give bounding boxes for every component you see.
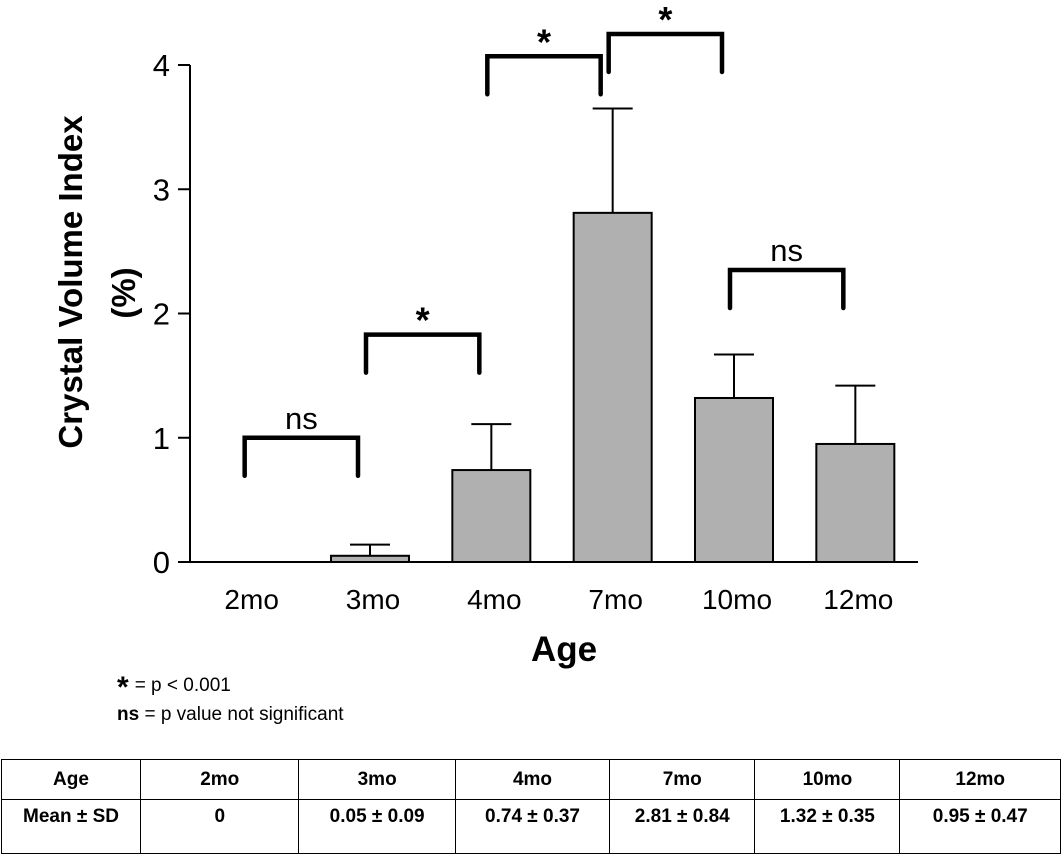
table-header-cell: Age <box>0 759 142 800</box>
significance-bracket <box>363 332 482 375</box>
x-tick-label: 7mo <box>588 584 642 615</box>
x-tick-label: 4mo <box>467 584 521 615</box>
bar <box>451 469 532 563</box>
legend-ns-text: = p value not significant <box>139 704 344 725</box>
significance-label: * <box>537 21 551 62</box>
legend-ns-symbol: ns <box>117 704 140 725</box>
legend-star-symbol: * <box>117 671 129 704</box>
table-row: Mean ± SD 0 0.05 ± 0.09 0.74 ± 0.37 2.81… <box>0 799 1061 854</box>
y-tick-label: 1 <box>153 421 170 456</box>
table-header-cell: 2mo <box>140 759 300 800</box>
table-cell: 0 <box>140 799 300 854</box>
y-tick-label: 2 <box>153 297 170 332</box>
table-cell: 1.32 ± 0.35 <box>754 799 901 854</box>
significance-label: ns <box>285 401 318 436</box>
y-tick-label: 4 <box>153 48 170 83</box>
y-axis-label-line-1: Crystal Volume Index <box>52 115 89 449</box>
table-cell: 0.74 ± 0.37 <box>454 799 611 854</box>
table-cell: 2.81 ± 0.84 <box>609 799 756 854</box>
y-tick-label: 3 <box>153 172 170 207</box>
significance-bracket <box>606 31 725 75</box>
table-header-cell: 7mo <box>609 759 756 800</box>
y-axis-label: Crystal Volume Index (%) <box>52 115 142 449</box>
table-header-cell: 4mo <box>454 759 611 800</box>
bar <box>572 211 653 563</box>
y-tick-label: 0 <box>153 545 170 580</box>
significance-brackets: ns * * * ns <box>242 0 846 478</box>
legend-star-row: * = p < 0.001 <box>117 671 344 704</box>
y-axis-label-line-2: (%) <box>105 267 142 318</box>
table-header-cell: 12mo <box>899 759 1061 800</box>
table-header-cell: 3mo <box>298 759 456 800</box>
bar <box>330 554 410 563</box>
table-cell: 0.05 ± 0.09 <box>298 799 456 854</box>
significance-label: * <box>658 0 672 40</box>
x-tick-label: 10mo <box>702 584 772 615</box>
bars <box>330 107 896 563</box>
bar <box>694 396 774 563</box>
bar <box>815 442 896 563</box>
table-cell: 0.95 ± 0.47 <box>899 799 1061 854</box>
significance-label: ns <box>770 233 803 268</box>
table-cell: Mean ± SD <box>0 799 142 854</box>
table-header-cell: 10mo <box>754 759 901 800</box>
table-header-row: Age 2mo 3mo 4mo 7mo 10mo 12mo <box>0 759 1061 800</box>
legend: * = p < 0.001 ns = p value not significan… <box>117 672 344 728</box>
legend-star-text: = p < 0.001 <box>134 675 231 696</box>
x-tick-label: 2mo <box>224 584 278 615</box>
axes: 0 1 2 3 4 2mo 3mo 4mo 7mo 10mo 12mo <box>153 48 918 615</box>
significance-bracket <box>485 54 603 97</box>
x-tick-label: 12mo <box>823 584 893 615</box>
x-tick-label: 3mo <box>346 584 400 615</box>
significance-bracket <box>242 435 361 478</box>
bar-chart: Crystal Volume Index (%) Age 0 1 2 3 4 2mo 3mo… <box>52 0 918 669</box>
significance-bracket <box>727 267 846 311</box>
stats-table: Age 2mo 3mo 4mo 7mo 10mo 12mo Mean ± SD … <box>0 759 1061 854</box>
legend-ns-row: ns = p value not significant <box>117 701 344 728</box>
x-axis-label: Age <box>531 630 597 669</box>
significance-label: * <box>416 300 430 341</box>
